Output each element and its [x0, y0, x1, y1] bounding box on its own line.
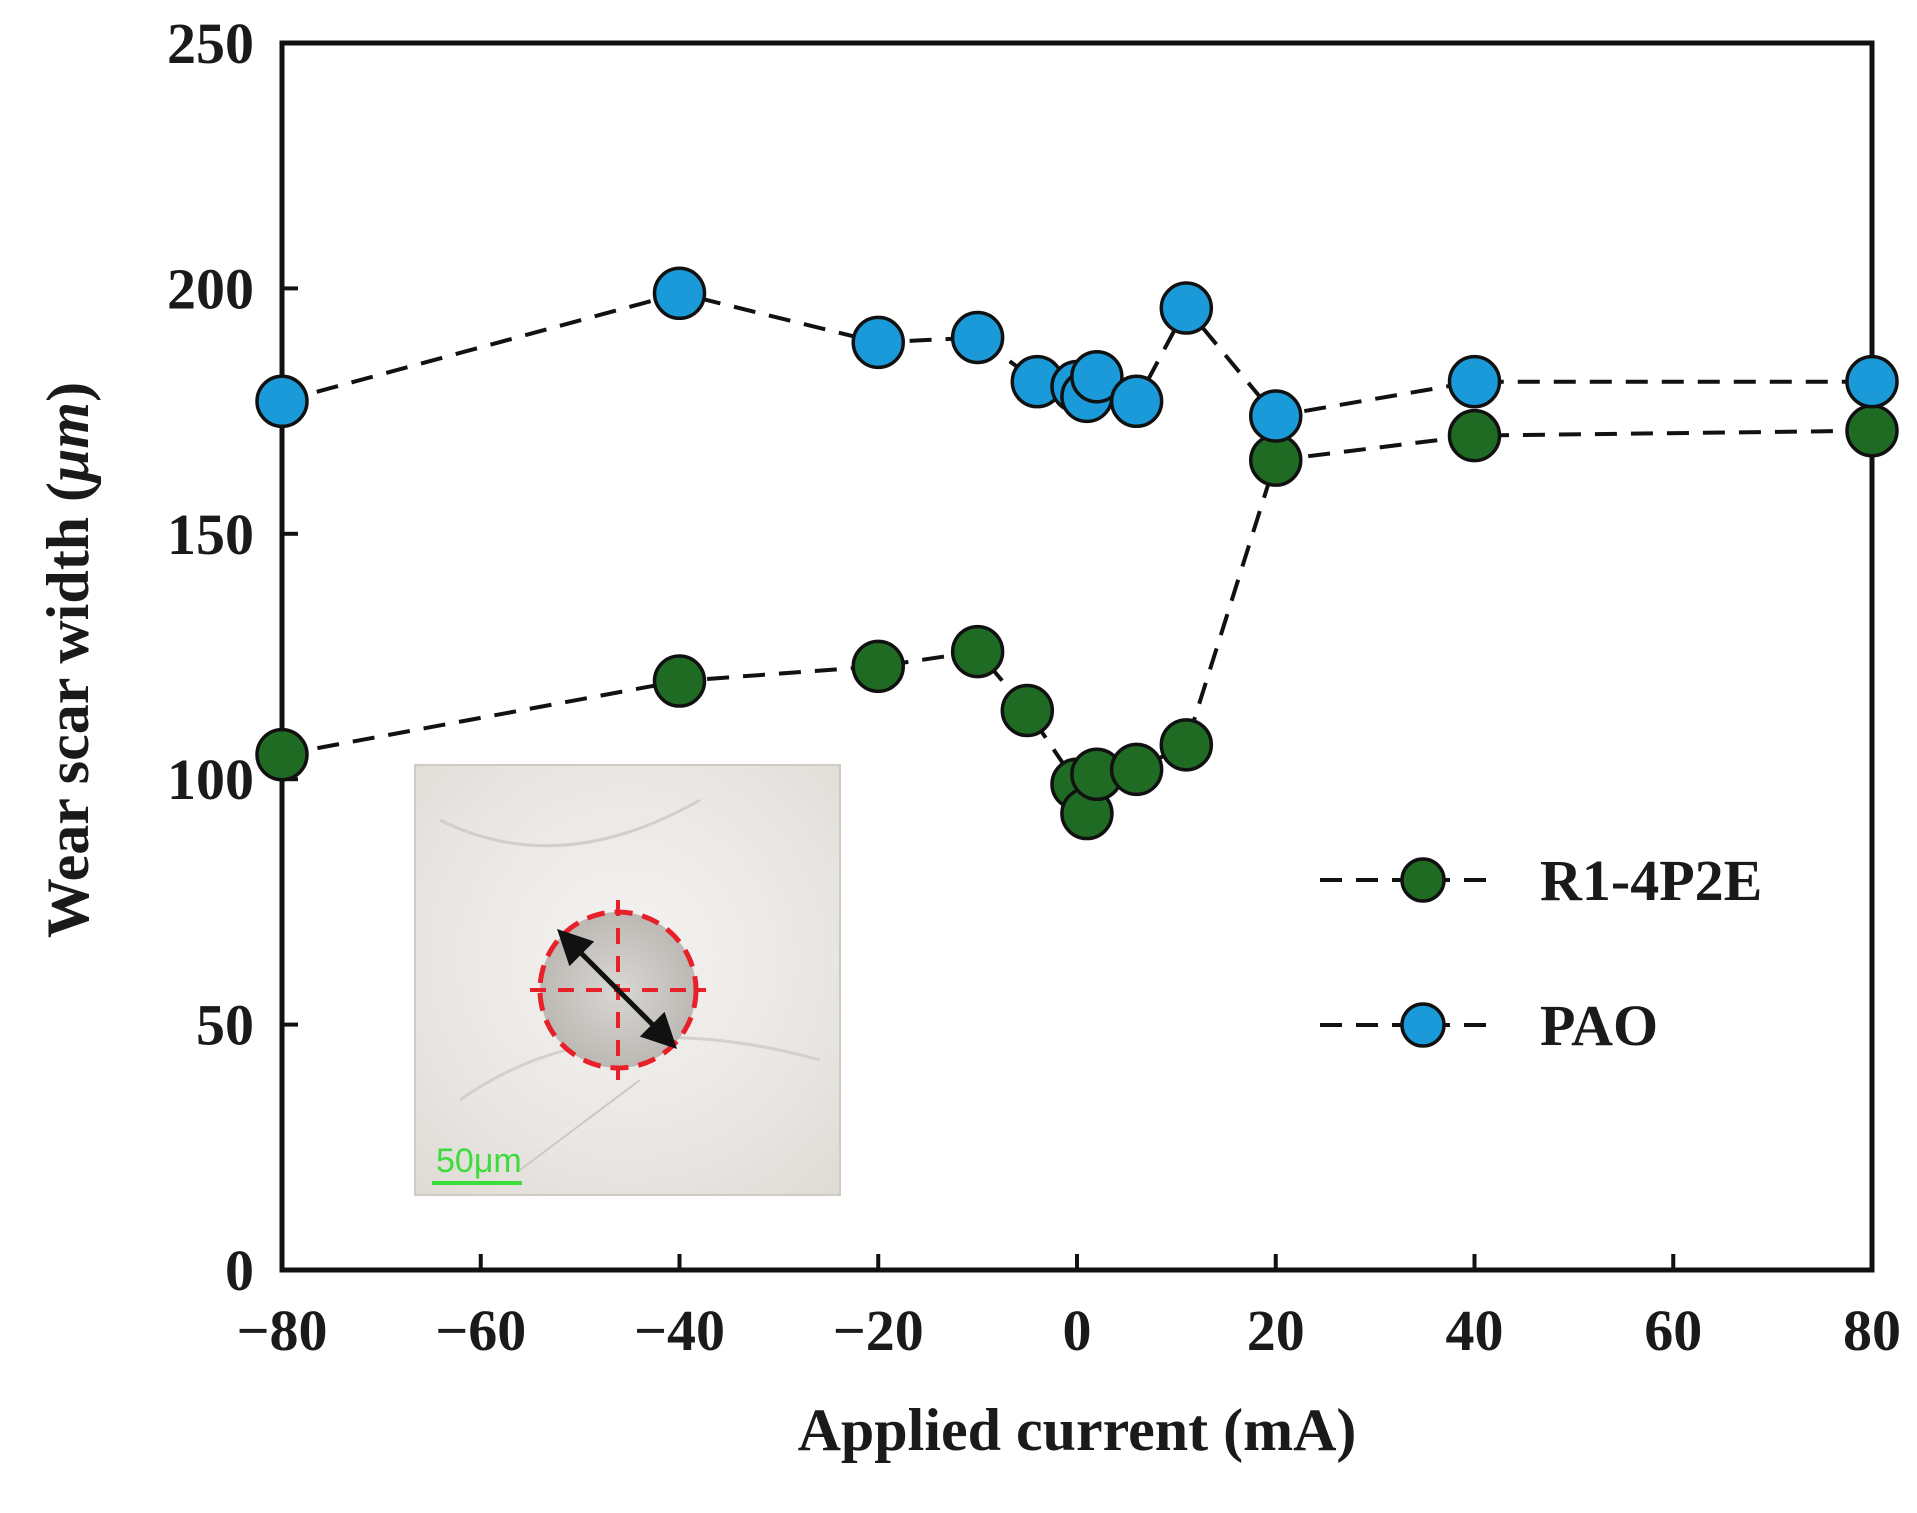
y-axis-title-text: Wear scar width (: [35, 482, 101, 938]
data-point-r1-4p2e: [1159, 718, 1214, 772]
data-point-pao: [1845, 354, 1899, 409]
data-point-r1-4p2e: [1845, 403, 1899, 458]
data-point-pao: [255, 374, 309, 429]
legend-label-pao: PAO: [1540, 993, 1658, 1058]
x-tick-label: −40: [634, 1298, 725, 1363]
y-tick-label: 250: [167, 11, 254, 76]
legend-entry-r1-4p2e: R1-4P2E: [1320, 848, 1762, 913]
data-point-r1-4p2e: [851, 639, 905, 694]
series-line-r1-4p2e: [281, 428, 1873, 821]
data-point-r1-4p2e: [950, 624, 1005, 679]
x-axis: −80 −60 −40 −20 0 20 40 60 80: [236, 1254, 1901, 1363]
x-tick-label: 60: [1644, 1298, 1702, 1363]
x-axis-title: Applied current (mA): [798, 1397, 1357, 1463]
x-tick-label: −80: [236, 1298, 327, 1363]
y-axis-title: Wear scar width (μm): [35, 382, 101, 938]
data-point-r1-4p2e: [255, 727, 309, 782]
data-point-pao: [950, 310, 1005, 365]
x-tick-label: −60: [435, 1298, 526, 1363]
x-tick-label: 80: [1843, 1298, 1901, 1363]
data-point-pao: [1159, 281, 1214, 335]
data-point-pao: [1447, 354, 1502, 409]
data-point-r1-4p2e: [1109, 742, 1164, 797]
y-tick-label: 150: [167, 502, 254, 567]
data-point-pao: [1249, 389, 1303, 443]
y-axis: 0 50 100 150 200 250: [167, 11, 298, 1303]
legend-entry-pao: PAO: [1320, 993, 1658, 1058]
x-tick-label: 0: [1063, 1298, 1092, 1363]
data-point-r1-4p2e: [652, 654, 707, 708]
y-tick-label: 200: [167, 256, 254, 321]
scale-bar-label: 50μm: [436, 1142, 522, 1180]
series-points: [255, 266, 1899, 841]
y-axis-title-close: ): [35, 382, 101, 402]
x-tick-label: 40: [1446, 1298, 1504, 1363]
data-point-r1-4p2e: [1447, 408, 1502, 463]
y-tick-label: 50: [196, 993, 254, 1058]
y-tick-label: 100: [167, 747, 254, 812]
x-tick-label: 20: [1247, 1298, 1305, 1363]
x-tick-label: −20: [833, 1298, 924, 1363]
y-tick-label: 0: [225, 1238, 254, 1303]
data-point-pao: [1109, 374, 1164, 429]
data-point-pao: [652, 266, 707, 321]
data-point-r1-4p2e: [1000, 683, 1055, 738]
inset-micrograph: 50μm: [414, 764, 841, 1196]
legend-label-r1-4p2e: R1-4P2E: [1540, 848, 1762, 913]
data-point-pao: [851, 315, 905, 370]
y-axis-title-unit: μm: [35, 402, 101, 485]
legend: R1-4P2E PAO: [1320, 848, 1762, 1058]
data-point-pao: [1070, 349, 1124, 404]
legend-marker-pao: [1400, 1002, 1446, 1048]
diameter-arrow: [557, 929, 677, 1049]
legend-marker-r1-4p2e: [1400, 857, 1446, 903]
